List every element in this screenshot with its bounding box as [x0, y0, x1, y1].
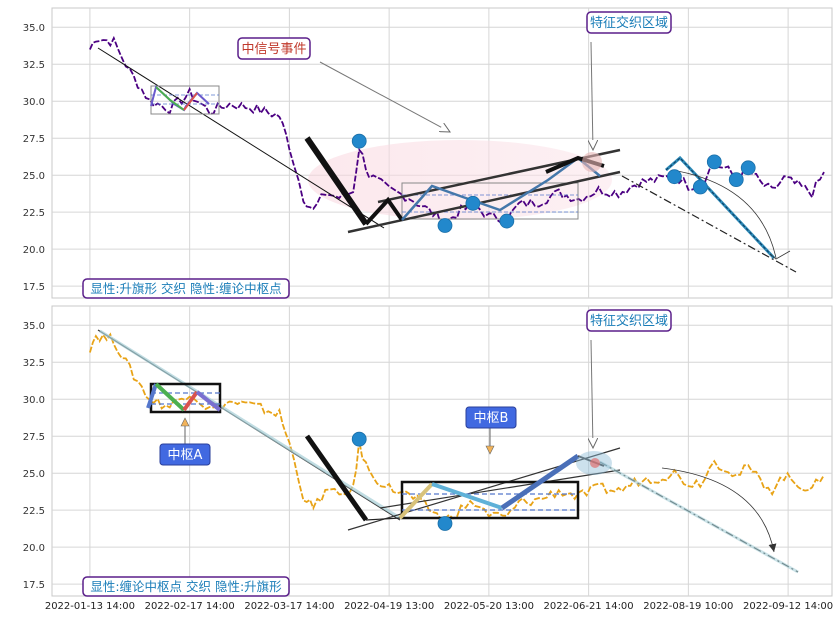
bottom-feature-zone-label-box [586, 309, 672, 332]
y-tick-label: 17.5 [23, 580, 45, 591]
bottom-feature-zone-label: 特征交织区域 [590, 313, 668, 329]
bottom-feature-arrow [591, 339, 593, 448]
bottom-pivot-a-label-box [159, 443, 211, 466]
x-tick-label: 2022-05-20 13:00 [444, 601, 534, 612]
key-point [437, 516, 453, 531]
bottom-swing-blue [500, 453, 580, 511]
x-axis-ticks: 2022-01-13 14:00 2022-02-17 14:00 2022-03-… [45, 601, 833, 612]
top-downtrend-line [97, 47, 385, 229]
key-point [706, 154, 722, 170]
bottom-swing-tan [398, 482, 434, 520]
y-tick-label: 35.0 [23, 23, 45, 34]
x-tick-label: 2022-09-12 14:00 [743, 601, 833, 612]
y-tick-label: 22.5 [23, 506, 45, 517]
y-tick-label: 35.0 [23, 321, 45, 332]
bottom-pivot-a-seg1 [146, 383, 158, 409]
top-event-label-box [237, 37, 311, 60]
bottom-swing-down [304, 434, 369, 522]
bottom-projection-glow [599, 460, 799, 574]
bottom-feature-zone-core [590, 458, 600, 468]
top-projection-line [621, 175, 797, 273]
bottom-y-ticks: 17.5 20.0 22.5 25.0 27.5 30.0 32.5 35.0 [23, 321, 45, 591]
y-tick-label: 32.5 [23, 60, 45, 71]
y-tick-label: 22.5 [23, 208, 45, 219]
bottom-pivot-a-arrowhead [180, 417, 190, 427]
key-point [465, 195, 481, 211]
x-tick-label: 2022-02-17 14:00 [145, 601, 235, 612]
y-tick-label: 27.5 [23, 432, 45, 443]
top-event-arrow [319, 61, 450, 132]
top-pivot-a-red [183, 92, 198, 111]
y-tick-label: 32.5 [23, 358, 45, 369]
bottom-pivot-b-arrowhead [485, 445, 495, 455]
bottom-panel: 17.5 20.0 22.5 25.0 27.5 30.0 32.5 35.0 [23, 305, 833, 597]
y-tick-label: 20.0 [23, 543, 45, 554]
key-point [499, 213, 515, 229]
key-point [728, 172, 744, 188]
top-feature-zone-label: 特征交织区域 [590, 15, 668, 31]
y-tick-label: 20.0 [23, 245, 45, 256]
top-flag-lower [347, 170, 621, 234]
x-tick-label: 2022-03-17 14:00 [244, 601, 334, 612]
key-point [437, 218, 453, 233]
bottom-pivot-b-label-box [465, 406, 517, 429]
x-tick-label: 2022-04-19 13:00 [344, 601, 434, 612]
top-caption: 显性:升旗形 交织 隐性:缠论中枢点 [90, 281, 281, 296]
bottom-caption-box [82, 576, 290, 597]
bottom-pivot-b-label: 中枢B [474, 411, 509, 426]
key-point [740, 160, 756, 176]
top-pivot-box-a [150, 85, 220, 115]
top-curve-arrowhead [769, 250, 791, 260]
top-swing-down [304, 136, 369, 226]
bottom-pivot-a-label: 中枢A [168, 448, 203, 463]
x-tick-label: 2022-08-19 10:00 [643, 601, 733, 612]
x-tick-label: 2022-01-13 14:00 [45, 601, 135, 612]
bottom-pivot-box-b [400, 480, 580, 520]
top-panel: 17.5 20.0 22.5 25.0 27.5 30.0 32.5 35.0 [23, 7, 833, 299]
bottom-swing-link [365, 517, 401, 521]
top-event-label: 中信号事件 [241, 42, 306, 57]
top-feature-zone-glow [582, 152, 602, 172]
bottom-downtrend-glow [99, 329, 401, 520]
y-tick-label: 27.5 [23, 134, 45, 145]
top-projection-swing-inner [665, 157, 775, 259]
top-key-points [351, 133, 756, 233]
top-pivot-a-green [155, 86, 185, 111]
y-tick-label: 30.0 [23, 97, 45, 108]
bottom-price-line [89, 332, 825, 522]
y-tick-label: 25.0 [23, 171, 45, 182]
y-tick-label: 30.0 [23, 395, 45, 406]
top-feature-zone-label-box [586, 11, 672, 34]
top-curve-arrow [671, 169, 777, 259]
bottom-swing-lightblue [431, 482, 503, 510]
key-point [667, 169, 682, 185]
top-caption-box [82, 278, 290, 299]
bottom-pivot-a-seg4 [195, 390, 222, 412]
key-point [351, 431, 367, 447]
y-tick-label: 25.0 [23, 469, 45, 480]
bottom-flag-lower [347, 447, 621, 531]
top-feature-arrow [591, 41, 593, 150]
key-point [351, 133, 367, 149]
x-tick-label: 2022-06-21 14:00 [544, 601, 634, 612]
bottom-curve-arrow [661, 467, 777, 553]
top-swing-small [364, 196, 404, 226]
key-point [692, 179, 708, 195]
bottom-pivot-a-seg3 [182, 390, 199, 412]
y-tick-label: 17.5 [23, 282, 45, 293]
top-y-ticks: 17.5 20.0 22.5 25.0 27.5 30.0 32.5 35.0 [23, 23, 45, 293]
bottom-key-points [351, 431, 453, 531]
bottom-flag-upper [379, 469, 621, 509]
bottom-caption: 显性:缠论中枢点 交织 隐性:升旗形 [90, 579, 282, 594]
bottom-pivot-a-seg2 [154, 382, 186, 412]
top-pivot-box-b [401, 182, 579, 220]
